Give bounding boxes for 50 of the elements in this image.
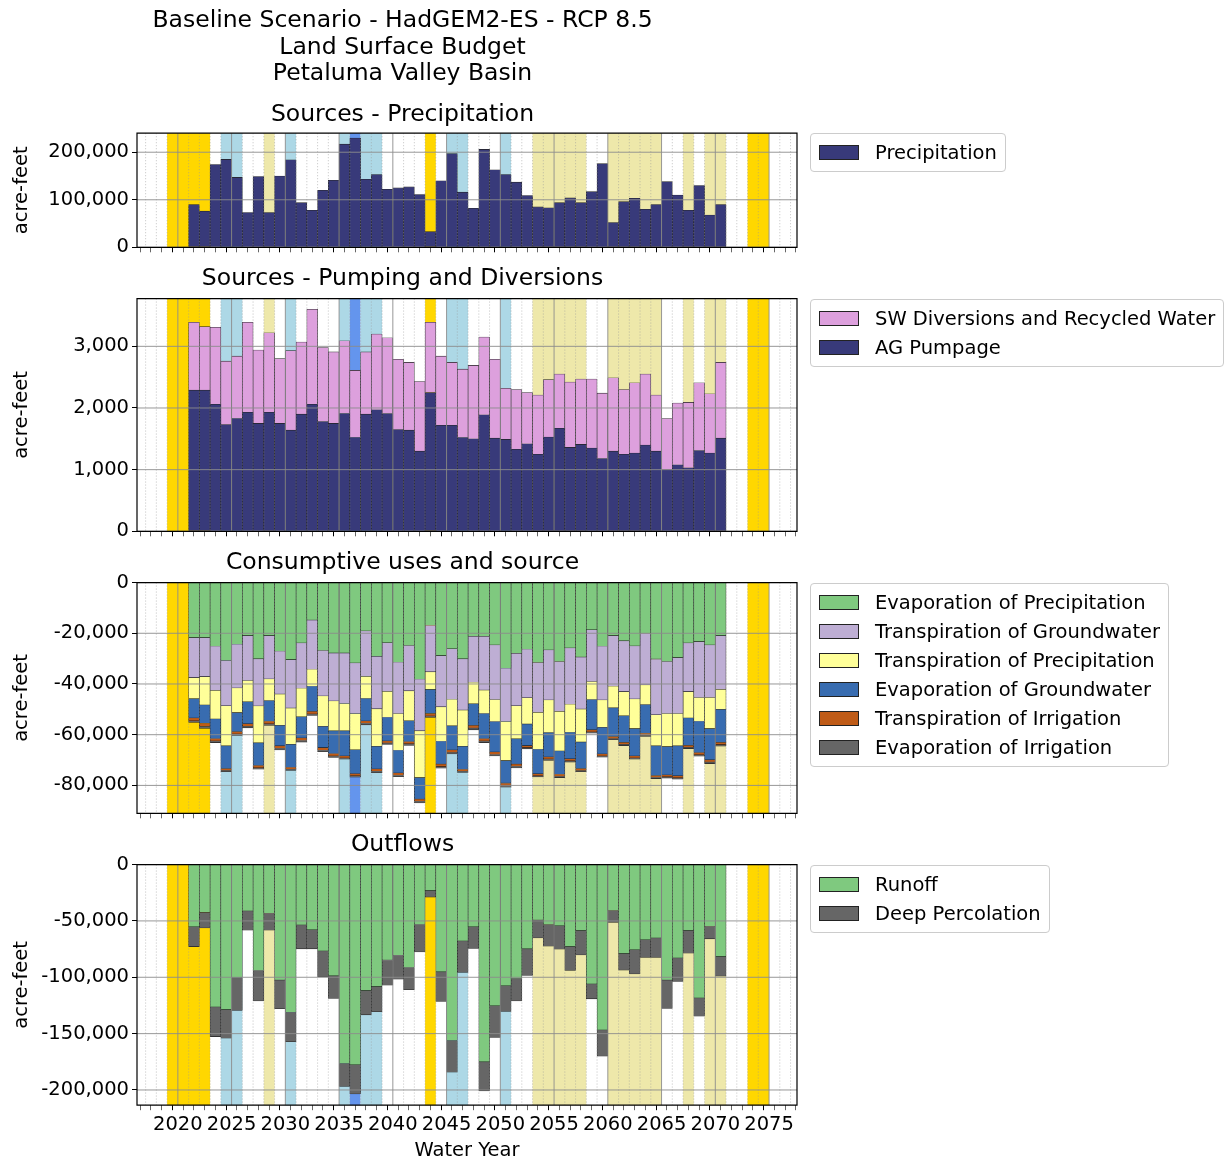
y-tick-label: 200,000 [48,139,129,163]
y-axis-title: acre-feet [8,940,32,1029]
x-tick-label: 2035 [314,1111,364,1135]
chart-title: Outflows [350,829,455,858]
y-tick-label: 0 [116,518,129,542]
x-tick-label: 2055 [529,1111,579,1135]
y-tick-label: 0 [116,569,129,593]
chart-title: Sources - Pumping and Diversions [201,263,604,292]
y-tick-label: -60,000 [53,721,129,745]
x-tick-label: 2070 [690,1111,741,1135]
x-tick-label: 2040 [368,1111,418,1135]
x-tick-label: 2050 [475,1111,526,1135]
y-tick-label: 2,000 [73,395,129,419]
x-axis-title: Water Year [414,1138,521,1162]
y-tick-label: 1,000 [73,456,129,480]
y-tick-label: -20,000 [53,620,129,644]
text: Runoff [875,872,938,896]
legend-label: Evaporation of Irrigation [875,735,1113,759]
chart-title: Consumptive uses and source [225,547,580,576]
x-tick-label: 2025 [206,1111,257,1135]
legend-label: SW Diversions and Recycled Water [875,306,1216,330]
chart-subtitle: Sources - Precipitation [270,99,535,128]
x-tick-label: 2020 [153,1111,203,1135]
text: Precipitation [875,141,997,165]
x-tick-label: 2045 [421,1111,472,1135]
legend-label: Evaporation of Groundwater [875,677,1151,701]
legend-label: Transpiration of Irrigation [875,706,1122,730]
y-axis-title: acre-feet [8,653,32,742]
y-tick-label: -150,000 [41,1020,129,1044]
y-tick-label: 0 [116,851,129,875]
y-tick-label: 0 [116,234,129,258]
y-tick-label: 3,000 [73,333,129,357]
x-tick-label: 2030 [260,1111,311,1135]
y-tick-label: -200,000 [41,1077,129,1101]
text: AG Pumpage [875,335,1001,359]
y-axis-title: acre-feet [8,370,32,459]
y-tick-label: -100,000 [41,964,129,988]
y-tick-label: 100,000 [48,186,129,210]
y-tick-label: -40,000 [53,671,129,695]
legend-label: Transpiration of Precipitation [875,648,1155,672]
y-tick-label: -50,000 [53,907,129,931]
legend-label: Transpiration of Groundwater [875,619,1161,643]
x-tick-label: 2075 [744,1111,794,1135]
y-tick-label: -80,000 [53,772,129,796]
legend-label: Evaporation of Precipitation [875,590,1146,614]
chart-title: Baseline Scenario - HadGEM2-ES - RCP 8.5 Land Surface Budget Petaluma Valley Basin [152,5,653,87]
y-axis-title: acre-feet [8,146,32,235]
legend-label: Deep Percolation [875,901,1041,925]
x-tick-label: 2060 [582,1111,633,1135]
x-tick-label: 2065 [636,1111,687,1135]
